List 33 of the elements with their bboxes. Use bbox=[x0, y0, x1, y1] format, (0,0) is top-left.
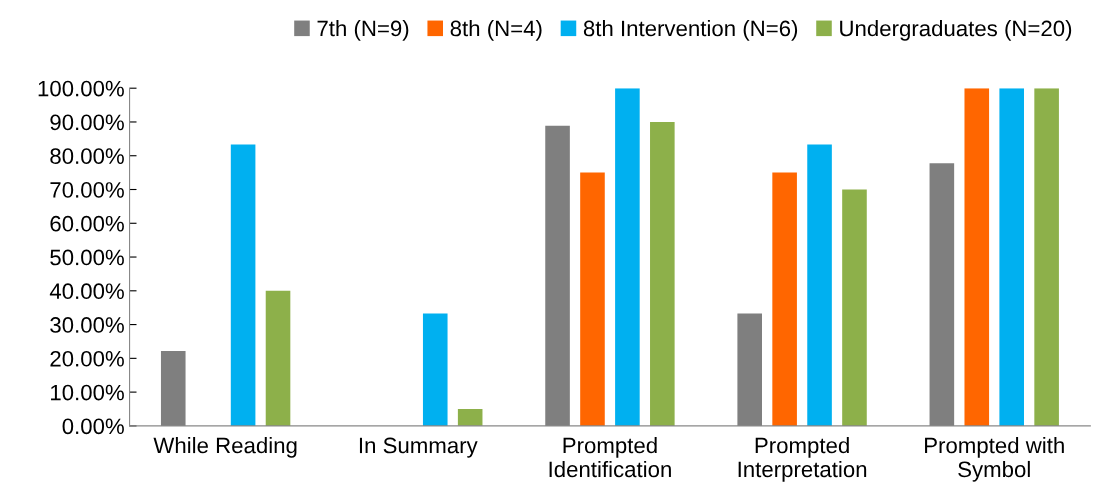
bar bbox=[964, 88, 990, 426]
legend-label: Undergraduates (N=20) bbox=[840, 20, 1072, 41]
y-tick-label: 60.00% bbox=[50, 215, 124, 232]
y-tick-label: 20.00% bbox=[50, 350, 124, 367]
y-tick-label: 10.00% bbox=[51, 384, 124, 401]
y-tick-label: 50.00% bbox=[50, 249, 124, 266]
bar bbox=[230, 144, 256, 426]
bar bbox=[580, 172, 605, 426]
x-tick-label: While Reading bbox=[153, 436, 297, 458]
bar bbox=[1034, 88, 1059, 426]
x-tick-label: In Summary bbox=[359, 437, 478, 458]
x-tick-label: Prompted with Symbol bbox=[925, 436, 1064, 482]
bar bbox=[265, 290, 291, 426]
bar bbox=[772, 172, 797, 426]
y-tick-label: 100.00% bbox=[38, 80, 124, 97]
legend-label: 8th (N=4) bbox=[450, 20, 542, 41]
bar bbox=[457, 409, 483, 426]
bar bbox=[999, 88, 1024, 426]
legend-label: 7th (N=9) bbox=[317, 20, 409, 41]
y-tick-label: 0.00% bbox=[62, 418, 124, 435]
bar bbox=[650, 121, 675, 426]
y-tick-label: 30.00% bbox=[50, 317, 124, 333]
bar bbox=[842, 189, 867, 426]
y-tick-label: 40.00% bbox=[49, 283, 124, 300]
y-tick-label: 90.00% bbox=[50, 114, 124, 131]
bar bbox=[422, 313, 448, 426]
y-tick-label: 80.00% bbox=[50, 148, 124, 165]
bar bbox=[615, 88, 640, 426]
y-tick-label: 70.00% bbox=[50, 182, 124, 198]
bar bbox=[807, 144, 832, 426]
legend-label: 8th Intervention (N=6) bbox=[583, 20, 798, 41]
x-tick-label: Prompted Interpretation bbox=[738, 436, 867, 482]
x-tick-label: Prompted Identification bbox=[549, 436, 671, 478]
